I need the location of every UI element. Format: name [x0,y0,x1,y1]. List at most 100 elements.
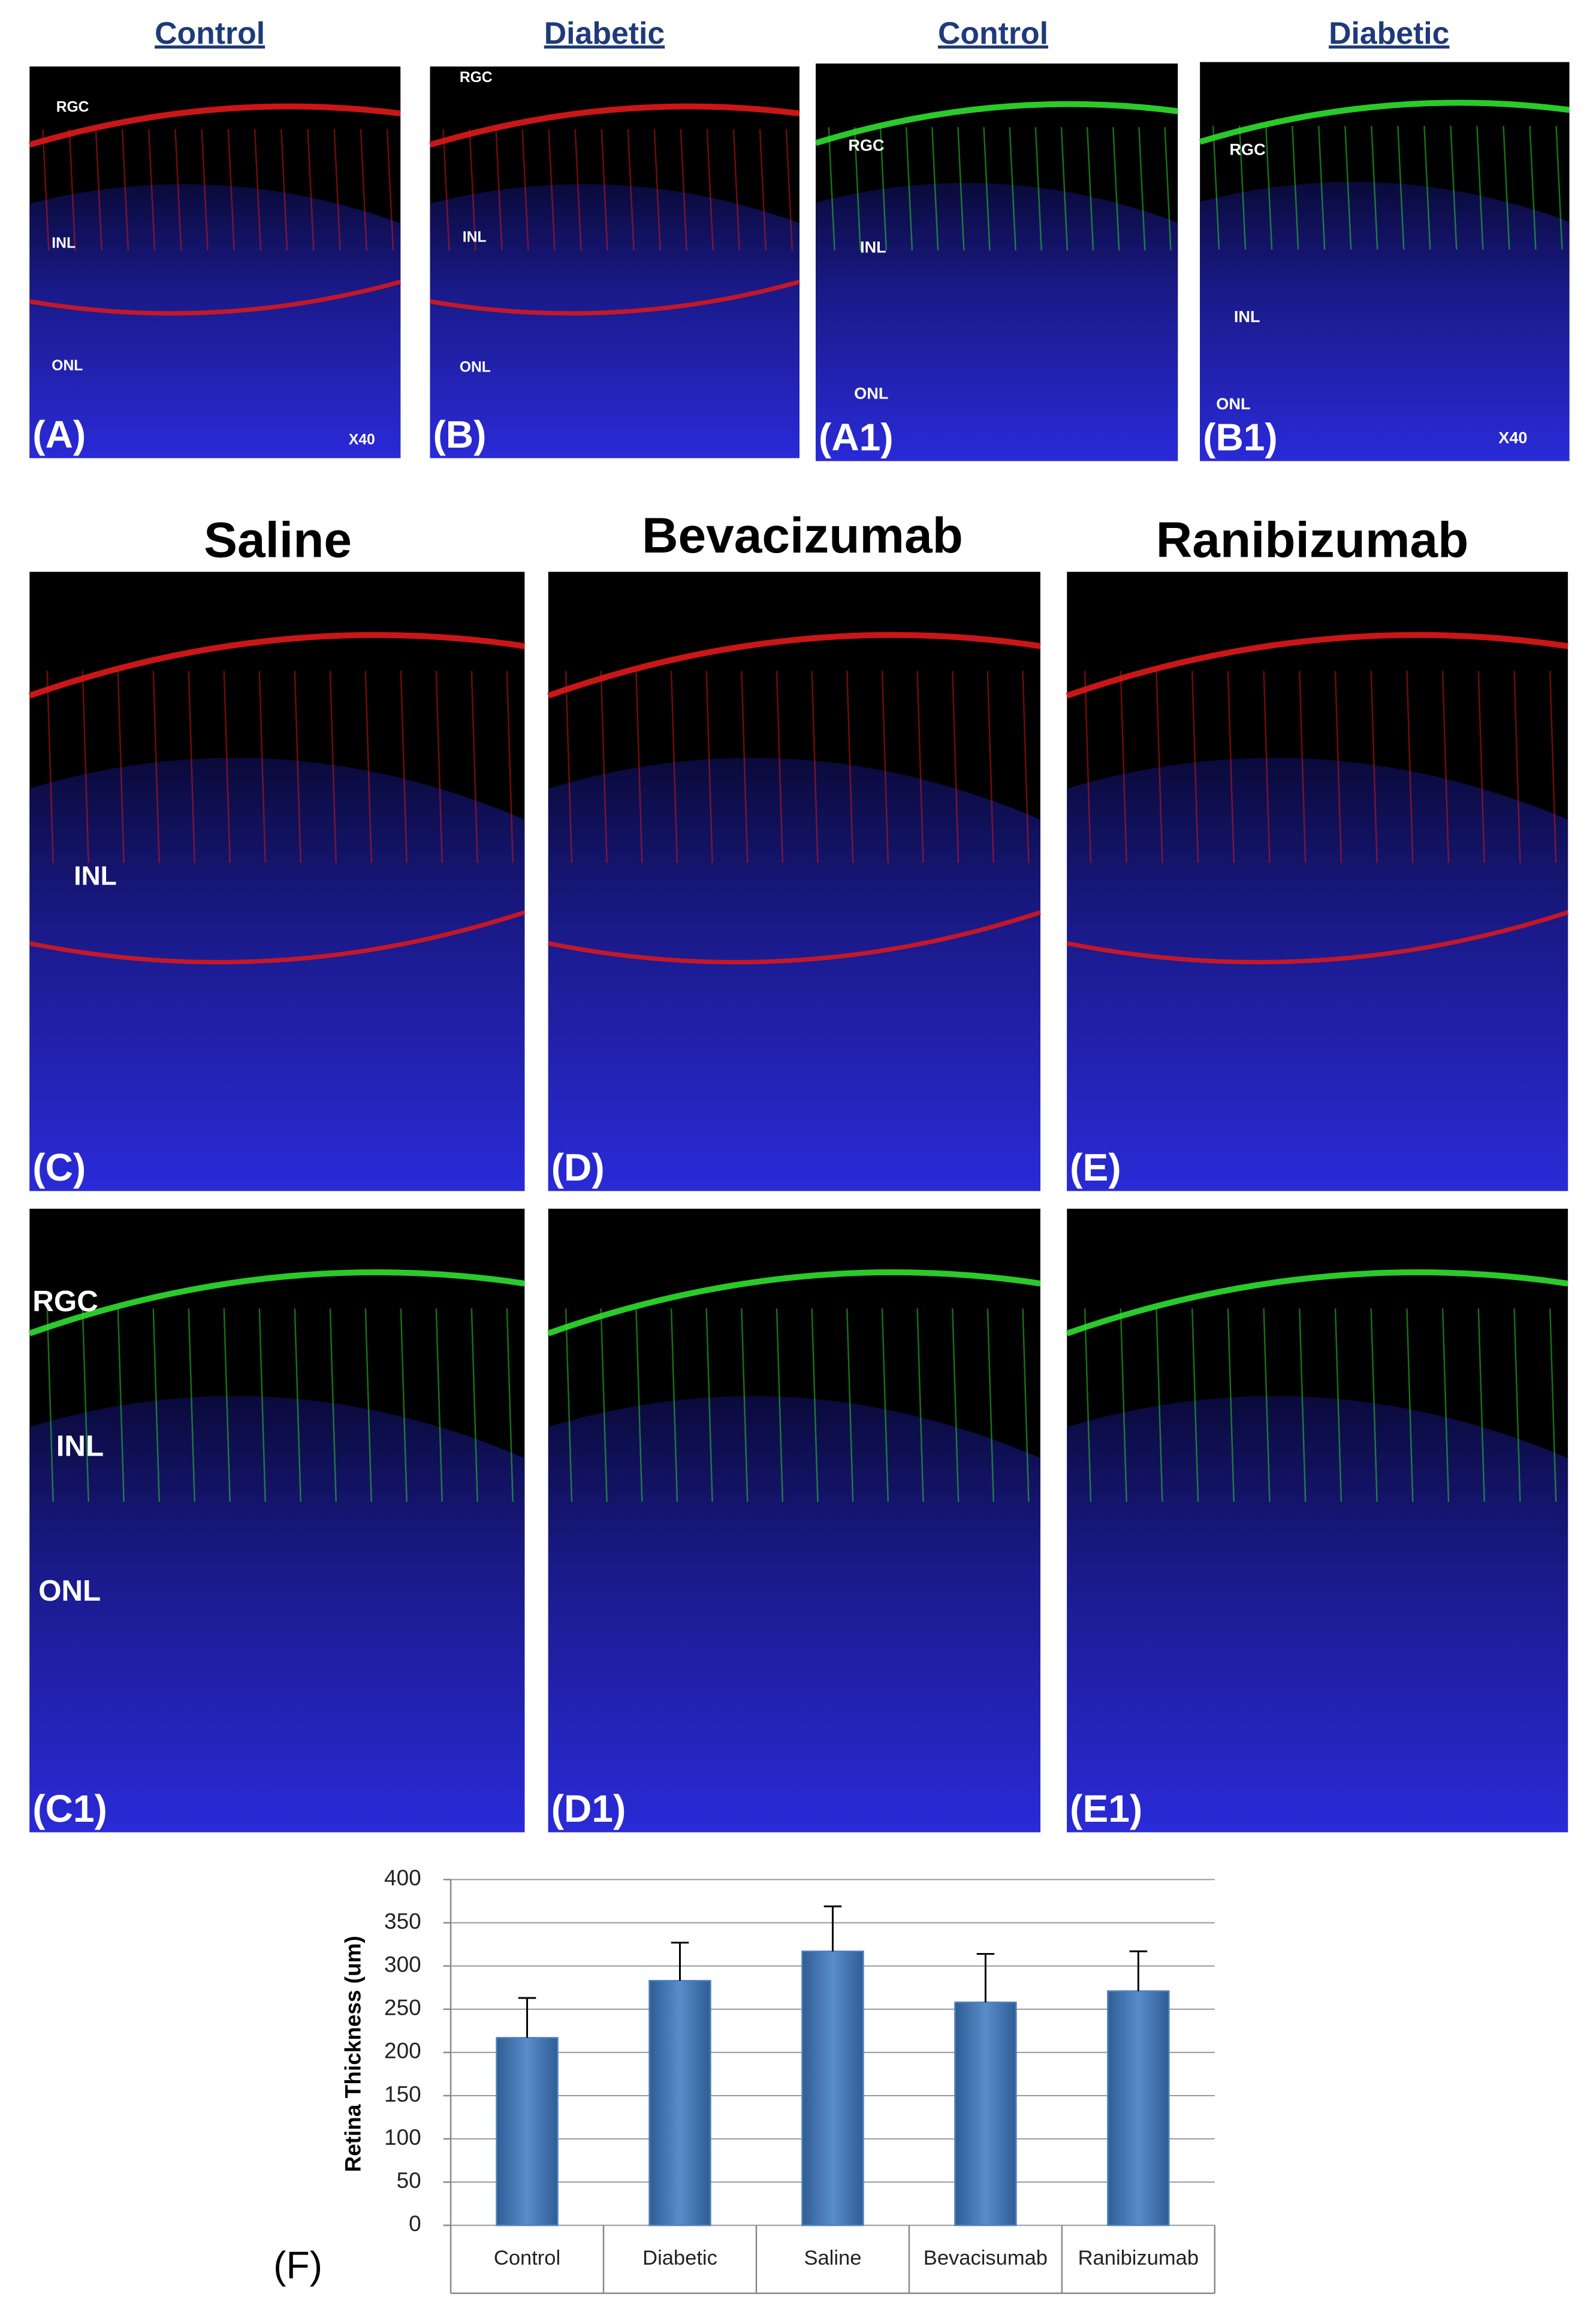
column-header: Diabetic [544,16,665,50]
panel-label: (F) [273,2244,322,2287]
y-tick-label: 100 [384,2125,421,2150]
column-header: Diabetic [1329,16,1449,50]
stain-fiber [364,1308,372,1502]
stain-fiber [506,1308,514,1502]
y-tick-label: 400 [384,1866,421,1890]
y-tick-label: 150 [384,2082,421,2106]
stain-fiber [600,671,608,863]
stain-fiber [148,129,156,251]
stain-fiber [565,671,573,863]
nuclear-layer [29,757,525,1191]
stain-fiber [741,1308,749,1502]
panel-label: (B1) [1203,416,1278,459]
micrograph: (C) INL [28,572,526,1191]
stain-fiber [1238,126,1247,250]
micrograph: (A1) RGC INL ONL [814,64,1178,461]
stain-fiber [435,671,443,863]
stain-fiber [952,1308,960,1502]
x-tick-label: Bevacisumab [924,2247,1048,2269]
stain-fiber [307,129,315,251]
stain-fiber [1529,126,1537,250]
stain-fiber [1022,1308,1030,1502]
stain-fiber [1263,1308,1271,1502]
stain-fiber [442,129,450,251]
stain-fiber [1084,671,1092,863]
stain-fiber [1009,127,1016,250]
y-tick-label: 200 [384,2039,421,2063]
stain-fiber [828,127,835,250]
layer-label: RGC [56,99,89,116]
stain-fiber [1503,126,1510,250]
stain-fiber [1084,1308,1092,1502]
stain-fiber [776,1308,784,1502]
stain-fiber [785,129,794,251]
micrograph: (A) RGC INL ONL X40 [28,66,402,458]
stain-fiber [386,129,394,251]
stain-fiber [117,1308,125,1502]
stain-fiber [82,1308,89,1502]
stain-fiber [1155,671,1163,863]
stain-fiber [521,129,529,251]
layer-label: ONL [1216,394,1250,413]
layer-label: ONL [52,358,83,374]
stain-fiber [1370,671,1378,863]
stain-fiber [258,671,266,863]
stain-fiber [565,1308,573,1502]
y-axis-label: Retina Thickness (um) [341,1936,366,2172]
treatment-header: Saline [204,512,352,568]
stain-fiber [280,129,288,251]
stain-band [547,1269,1041,1336]
x-tick-label: Control [494,2247,560,2269]
stain-fiber [1060,127,1069,250]
stain-fiber [46,671,54,863]
stain-band [547,632,1041,699]
stain-fiber [1476,126,1484,250]
stain-fiber [1423,126,1431,250]
layer-label: RGC [1229,140,1265,159]
stain-fiber [653,129,661,251]
stain-fiber [1034,127,1042,250]
nuclear-layer [816,183,1178,461]
stain-fiber [46,1308,54,1502]
bar [496,2037,559,2226]
stain-band [29,279,402,316]
stain-fiber [223,671,231,863]
y-tick-label: 50 [397,2168,421,2193]
stain-fiber [879,127,888,250]
stain-fiber [82,671,89,863]
layer-label: X40 [349,431,375,448]
stain-fiber [329,1308,337,1502]
nuclear-layer [1067,1396,1568,1833]
micrograph: (D) [547,572,1042,1191]
stain-band [1066,1269,1568,1336]
stain-fiber [188,671,195,863]
layer-label: RGC [32,1285,98,1318]
micrograph: (B1) RGC INL ONL X40 [1199,62,1570,461]
stain-fiber [227,129,235,251]
stain-fiber [957,127,965,250]
stain-fiber [1022,671,1030,863]
nuclear-layer [1067,757,1568,1191]
panel-label: (A1) [819,416,894,459]
stain-fiber [1406,1308,1414,1502]
nuclear-layer [548,757,1040,1191]
stain-fiber [1299,1308,1307,1502]
layer-label: ONL [460,359,491,375]
stain-fiber [1370,1308,1378,1502]
layer-label: RGC [460,70,493,86]
stain-fiber [1334,1308,1342,1502]
panel-label: (D) [551,1146,605,1189]
micrograph: (B) RGC INL ONL [429,66,800,458]
stain-band [1066,910,1569,965]
micrograph: (E1) [1066,1208,1568,1833]
stain-fiber [1344,126,1352,250]
stain-band [429,103,800,148]
stain-fiber [601,129,608,251]
stain-fiber [1513,671,1521,863]
nuclear-layer [548,1396,1040,1833]
stain-fiber [952,671,960,863]
stain-fiber [881,671,889,863]
bar [801,1950,864,2226]
stain-fiber [121,129,129,251]
